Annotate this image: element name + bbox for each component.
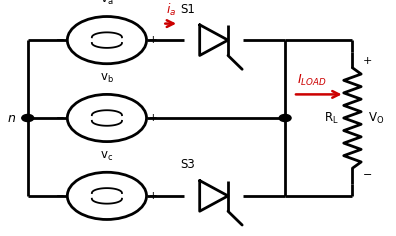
Text: +: + xyxy=(149,35,158,45)
Text: $\mathrm{V_O}$: $\mathrm{V_O}$ xyxy=(368,110,385,126)
Text: −: − xyxy=(363,170,372,180)
Circle shape xyxy=(22,114,34,122)
Text: −: − xyxy=(56,35,65,45)
Text: $\mathrm{v_c}$: $\mathrm{v_c}$ xyxy=(100,150,114,163)
Text: +: + xyxy=(363,56,372,66)
Text: S3: S3 xyxy=(181,158,196,171)
Text: $I_{LOAD}$: $I_{LOAD}$ xyxy=(297,73,327,88)
Text: $\mathrm{R_L}$: $\mathrm{R_L}$ xyxy=(324,110,339,126)
Text: +: + xyxy=(149,113,158,123)
Text: $\mathrm{v_a}$: $\mathrm{v_a}$ xyxy=(100,0,114,7)
Text: −: − xyxy=(56,191,65,201)
Text: +: + xyxy=(149,191,158,201)
Text: $i_a$: $i_a$ xyxy=(166,2,177,18)
Text: n: n xyxy=(8,111,16,125)
Text: −: − xyxy=(56,113,65,123)
Circle shape xyxy=(279,114,291,122)
Text: $\mathrm{v_b}$: $\mathrm{v_b}$ xyxy=(100,72,114,85)
Text: S1: S1 xyxy=(181,3,196,16)
